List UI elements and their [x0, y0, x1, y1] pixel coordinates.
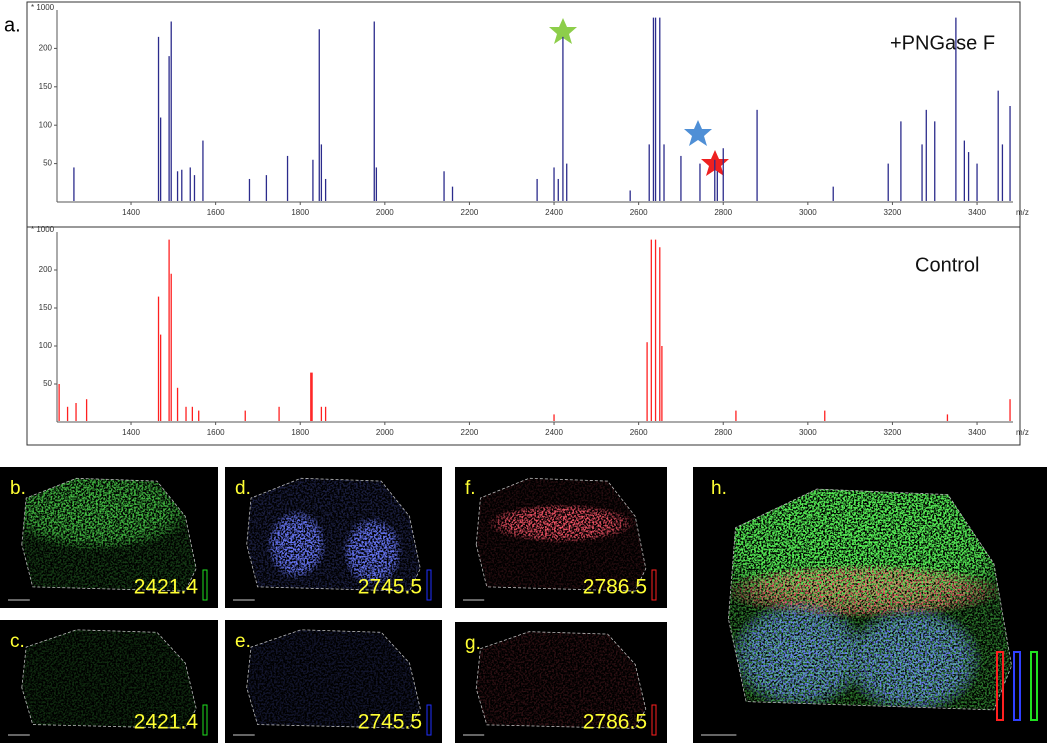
y-tick-label: 50 — [43, 159, 52, 168]
x-tick-label: 2200 — [461, 428, 479, 437]
panel-label: f. — [465, 478, 476, 499]
x-tick-label: 3400 — [968, 208, 986, 217]
color-bar — [651, 569, 657, 601]
spectra-frame — [26, 1, 1021, 446]
x-tick-label: 3000 — [799, 208, 817, 217]
tissue-outline — [21, 629, 197, 729]
y-unit: * 1000 — [31, 3, 55, 12]
x-tick-label: 2600 — [630, 208, 648, 217]
color-bar — [1030, 651, 1038, 721]
image-panel: b. 2421.4 — [0, 467, 218, 608]
figure-label: a. — [4, 14, 21, 36]
tissue-outline — [246, 629, 421, 729]
mz-label: 2745.5 — [358, 576, 422, 599]
y-tick-label: 150 — [39, 82, 53, 91]
x-tick-label: 1400 — [122, 208, 140, 217]
x-label: m/z — [1016, 208, 1029, 217]
x-tick-label: 2400 — [545, 208, 563, 217]
image-panel: g. 2786.5 — [455, 622, 667, 743]
y-unit: * 1000 — [31, 225, 55, 234]
x-tick-label: 3400 — [968, 428, 986, 437]
x-tick-label: 1800 — [291, 208, 309, 217]
color-bar — [1013, 651, 1021, 721]
tissue-outline — [475, 477, 647, 592]
signal — [246, 629, 421, 729]
x-tick-label: 3200 — [884, 428, 902, 437]
x-tick-label: 2000 — [376, 428, 394, 437]
y-tick-label: 150 — [39, 303, 53, 312]
star-green — [549, 18, 577, 44]
x-tick-label: 1800 — [291, 428, 309, 437]
mz-label: 2421.4 — [134, 711, 199, 734]
star-blue — [684, 120, 712, 146]
x-tick-label: 2800 — [714, 208, 732, 217]
x-tick-label: 3000 — [799, 428, 817, 437]
x-tick-label: 2000 — [376, 208, 394, 217]
image-panel: e. 2745.5 — [225, 620, 442, 743]
panel-label: h. — [711, 478, 727, 499]
chart-title: Control — [915, 254, 979, 276]
y-tick-label: 100 — [39, 120, 53, 129]
signal — [476, 631, 646, 729]
color-bar — [202, 569, 208, 601]
y-tick-label: 200 — [39, 265, 53, 274]
mz-label: 2421.4 — [134, 576, 199, 599]
signal — [246, 478, 421, 592]
image-panel: c. 2421.4 — [0, 620, 218, 743]
x-tick-label: 3200 — [884, 208, 902, 217]
color-bar — [426, 704, 432, 736]
x-label: m/z — [1016, 428, 1029, 437]
y-tick-label: 200 — [39, 44, 53, 53]
panel-label: e. — [235, 631, 251, 652]
tissue-outline — [246, 477, 421, 592]
image-panel: d. 2745.5 — [225, 467, 442, 608]
x-tick-label: 2800 — [714, 428, 732, 437]
mz-label: 2786.5 — [583, 576, 647, 599]
x-tick-label: 2200 — [461, 208, 479, 217]
color-bar — [996, 651, 1004, 721]
signal — [476, 478, 646, 592]
panel-label: b. — [10, 478, 26, 499]
x-tick-label: 1400 — [122, 428, 140, 437]
signal — [21, 629, 197, 729]
panel-label: d. — [235, 478, 251, 499]
image-panel: h. — [693, 467, 1047, 743]
image-panel: f. 2786.5 — [455, 467, 667, 608]
tissue-outline — [727, 488, 1013, 711]
mz-label: 2745.5 — [358, 711, 422, 734]
x-tick-label: 2600 — [630, 428, 648, 437]
x-tick-label: 1600 — [207, 428, 225, 437]
color-bar — [651, 704, 657, 736]
x-tick-label: 2400 — [545, 428, 563, 437]
signal — [728, 489, 1012, 710]
panel-label: c. — [10, 631, 25, 652]
signal — [21, 478, 197, 592]
mz-label: 2786.5 — [583, 711, 647, 734]
chart-title: +PNGase F — [890, 32, 995, 54]
y-tick-label: 50 — [43, 379, 52, 388]
color-bar — [426, 569, 432, 601]
x-tick-label: 1600 — [207, 208, 225, 217]
panel-label: g. — [465, 633, 481, 654]
tissue-outline — [21, 477, 197, 592]
y-tick-label: 100 — [39, 341, 53, 350]
color-bar — [202, 704, 208, 736]
tissue-outline — [475, 631, 647, 729]
